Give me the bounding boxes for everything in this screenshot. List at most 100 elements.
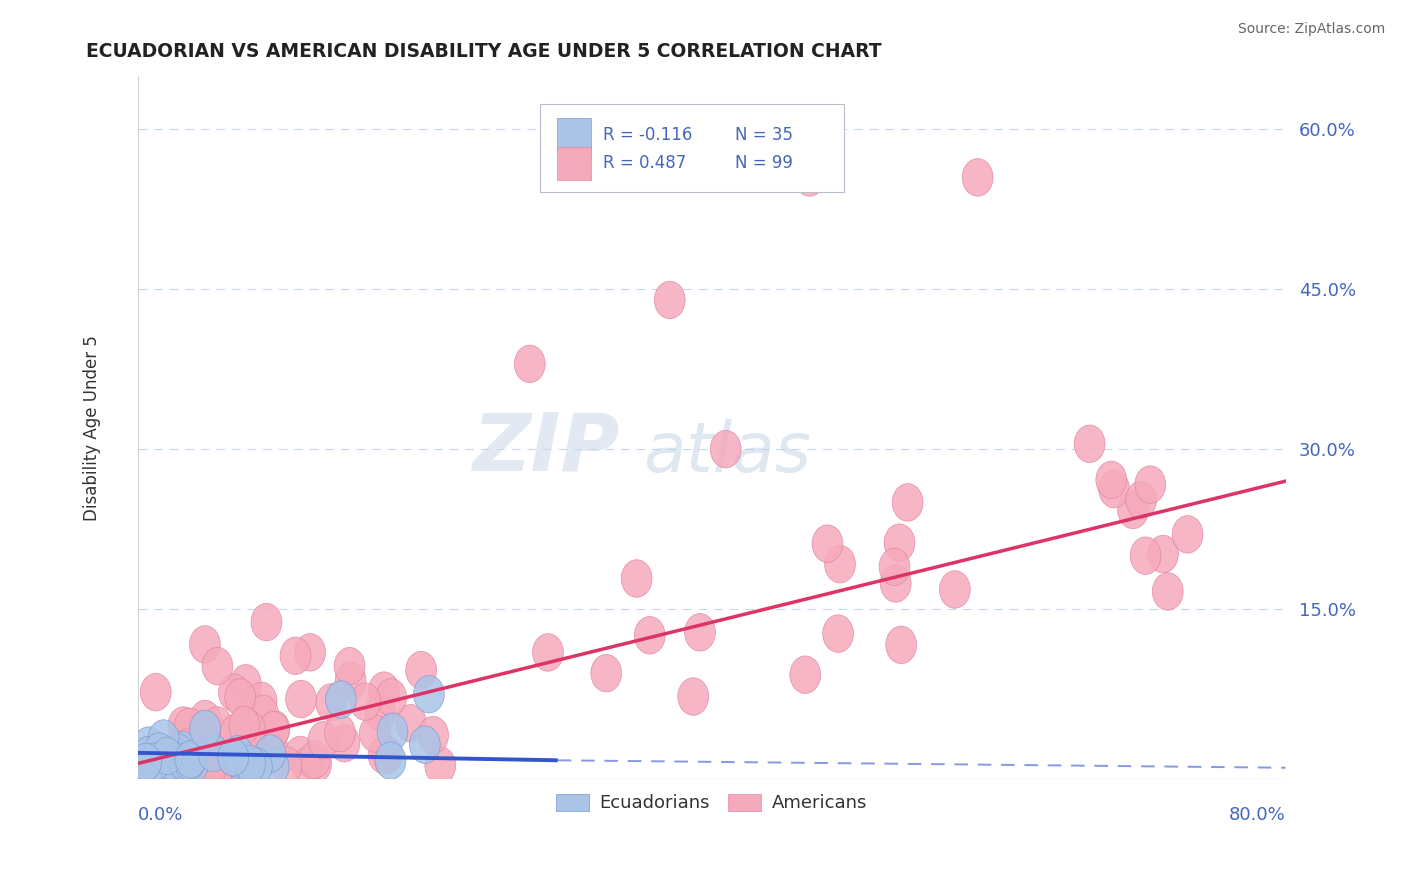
Text: N = 35: N = 35	[735, 127, 793, 145]
Ellipse shape	[174, 743, 205, 780]
Ellipse shape	[301, 746, 332, 783]
Ellipse shape	[202, 739, 233, 777]
Ellipse shape	[225, 679, 256, 716]
Ellipse shape	[1153, 573, 1182, 610]
Ellipse shape	[259, 712, 290, 749]
Ellipse shape	[155, 745, 184, 782]
Ellipse shape	[169, 721, 200, 758]
Ellipse shape	[165, 739, 195, 777]
Ellipse shape	[893, 483, 924, 521]
Ellipse shape	[939, 571, 970, 608]
Ellipse shape	[179, 747, 209, 784]
Ellipse shape	[326, 681, 356, 718]
Ellipse shape	[1095, 461, 1126, 499]
Ellipse shape	[515, 345, 546, 383]
FancyBboxPatch shape	[540, 104, 844, 193]
Ellipse shape	[1173, 516, 1204, 553]
Ellipse shape	[409, 726, 440, 764]
Ellipse shape	[197, 714, 226, 751]
Ellipse shape	[235, 711, 266, 748]
Ellipse shape	[235, 746, 266, 783]
Ellipse shape	[141, 673, 172, 711]
Text: 80.0%: 80.0%	[1229, 806, 1285, 824]
Ellipse shape	[395, 705, 426, 742]
Ellipse shape	[377, 713, 408, 750]
Ellipse shape	[678, 678, 709, 715]
Ellipse shape	[1135, 466, 1166, 503]
Ellipse shape	[252, 603, 281, 640]
Ellipse shape	[824, 546, 855, 583]
Ellipse shape	[1130, 537, 1161, 574]
Text: 0.0%: 0.0%	[138, 806, 183, 824]
Ellipse shape	[418, 716, 449, 754]
Ellipse shape	[242, 747, 273, 786]
Ellipse shape	[134, 727, 165, 764]
Ellipse shape	[190, 700, 221, 738]
Ellipse shape	[180, 733, 211, 772]
Ellipse shape	[172, 729, 202, 766]
Ellipse shape	[231, 665, 262, 702]
Ellipse shape	[174, 708, 205, 746]
Ellipse shape	[152, 737, 183, 774]
Ellipse shape	[295, 633, 326, 671]
Ellipse shape	[152, 742, 183, 780]
Ellipse shape	[1147, 535, 1178, 573]
Ellipse shape	[143, 732, 174, 771]
Ellipse shape	[329, 724, 360, 762]
Ellipse shape	[259, 747, 290, 786]
Ellipse shape	[406, 651, 436, 689]
Ellipse shape	[218, 739, 249, 776]
Ellipse shape	[141, 743, 170, 780]
Ellipse shape	[173, 747, 204, 784]
Ellipse shape	[167, 747, 198, 784]
Text: atlas: atlas	[643, 419, 811, 486]
Ellipse shape	[280, 637, 311, 674]
Ellipse shape	[225, 740, 256, 778]
Text: R = 0.487: R = 0.487	[603, 154, 686, 172]
Ellipse shape	[193, 747, 224, 784]
Ellipse shape	[163, 734, 194, 772]
FancyBboxPatch shape	[557, 119, 591, 153]
Ellipse shape	[198, 734, 229, 772]
Ellipse shape	[591, 655, 621, 692]
Ellipse shape	[169, 732, 200, 770]
Ellipse shape	[228, 747, 259, 784]
Ellipse shape	[221, 714, 252, 752]
Ellipse shape	[710, 431, 741, 468]
Ellipse shape	[325, 714, 356, 752]
Ellipse shape	[285, 736, 315, 773]
Ellipse shape	[242, 747, 273, 784]
Ellipse shape	[1118, 491, 1149, 529]
Ellipse shape	[621, 560, 652, 598]
Ellipse shape	[292, 747, 323, 784]
Ellipse shape	[1098, 470, 1129, 508]
Ellipse shape	[299, 741, 330, 779]
Ellipse shape	[371, 736, 402, 773]
Ellipse shape	[132, 747, 163, 784]
Ellipse shape	[142, 744, 173, 781]
Ellipse shape	[132, 747, 163, 785]
Ellipse shape	[218, 746, 249, 783]
Ellipse shape	[350, 683, 381, 721]
Ellipse shape	[259, 710, 290, 747]
Ellipse shape	[128, 747, 157, 784]
Ellipse shape	[285, 681, 316, 718]
Ellipse shape	[794, 159, 825, 196]
Ellipse shape	[360, 714, 391, 752]
Ellipse shape	[880, 565, 911, 602]
Ellipse shape	[368, 736, 399, 773]
Ellipse shape	[886, 626, 917, 664]
Ellipse shape	[229, 747, 260, 786]
Ellipse shape	[813, 524, 842, 562]
Ellipse shape	[155, 742, 184, 780]
Ellipse shape	[131, 743, 162, 780]
Ellipse shape	[308, 722, 339, 759]
Ellipse shape	[1074, 425, 1105, 463]
Ellipse shape	[226, 723, 257, 761]
FancyBboxPatch shape	[557, 146, 591, 180]
Ellipse shape	[197, 747, 228, 784]
Ellipse shape	[335, 662, 366, 699]
Ellipse shape	[177, 746, 208, 783]
Ellipse shape	[425, 747, 456, 784]
Ellipse shape	[222, 735, 253, 772]
